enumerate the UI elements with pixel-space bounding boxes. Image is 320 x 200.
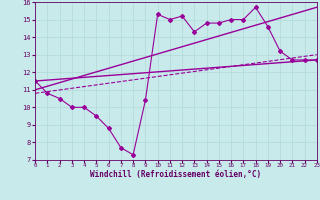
X-axis label: Windchill (Refroidissement éolien,°C): Windchill (Refroidissement éolien,°C) [91,170,261,179]
